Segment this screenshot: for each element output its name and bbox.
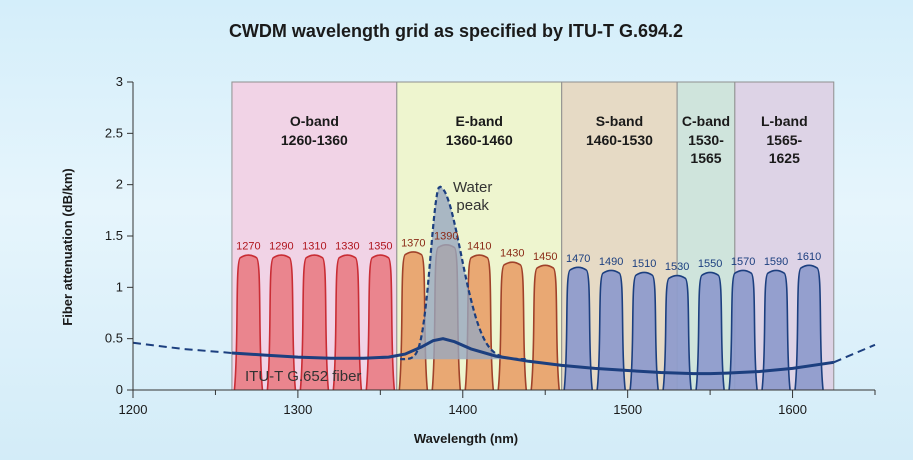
channel-label-1330: 1330	[335, 241, 359, 253]
band-range-4: 1530-	[688, 132, 724, 148]
y-tick-label-1: 0.5	[105, 331, 123, 346]
x-tick-label-1500: 1500	[613, 402, 642, 417]
water-peak-label-line1: Water	[453, 179, 492, 196]
y-axis-label: Fiber attenuation (dB/km)	[60, 168, 75, 325]
y-tick-label-6: 3	[116, 74, 123, 89]
channel-label-1610: 1610	[797, 251, 821, 263]
chart-title: CWDM wavelength grid as specified by ITU…	[229, 21, 683, 41]
band-name-4: C-band	[682, 113, 730, 129]
channel-1550	[695, 271, 725, 391]
channel-1270	[233, 254, 264, 391]
x-tick-label-1600: 1600	[778, 402, 807, 417]
channel-1450	[530, 264, 561, 391]
band-name-5: L-band	[761, 113, 808, 129]
x-tick-label-1200: 1200	[119, 402, 148, 417]
x-tick-label-1400: 1400	[448, 402, 477, 417]
channel-label-1510: 1510	[632, 258, 656, 270]
y-tick-label-4: 2	[116, 177, 123, 192]
band-range-2: 1360-1460	[446, 132, 513, 148]
y-tick-label-5: 2.5	[105, 125, 123, 140]
channel-1350	[365, 254, 396, 391]
channel-label-1410: 1410	[467, 241, 491, 253]
water-peak-label-line2: peak	[456, 197, 489, 214]
fiber-curve-solid	[231, 337, 835, 376]
channel-label-1590: 1590	[764, 256, 788, 268]
channel-label-1270: 1270	[236, 241, 260, 253]
channel-label-1530: 1530	[665, 261, 689, 273]
channel-label-1390: 1390	[434, 230, 458, 242]
channel-1430	[497, 261, 528, 391]
band-name-1: O-band	[290, 113, 339, 129]
channel-1530	[662, 274, 692, 391]
band-range-3: 1460-1530	[586, 132, 653, 148]
channel-label-1550: 1550	[698, 258, 722, 270]
channel-label-1290: 1290	[269, 241, 293, 253]
band-name-3: S-band	[596, 113, 643, 129]
band-range-4-2: 1565	[690, 150, 721, 166]
y-tick-label-3: 1.5	[105, 228, 123, 243]
fiber-curve-layer	[132, 337, 876, 376]
channel-1590	[761, 269, 791, 391]
channel-1330	[332, 254, 363, 391]
band-range-1: 1260-1360	[281, 132, 348, 148]
channel-label-1430: 1430	[500, 248, 524, 260]
fiber-curve-label: ITU-T G.652 fiber	[245, 368, 361, 385]
fiber-curve-left-dashed	[132, 341, 232, 354]
fiber-curve-right-dashed	[833, 343, 876, 364]
channel-1510	[629, 271, 659, 391]
x-tick-label-1300: 1300	[283, 402, 312, 417]
band-range-5-2: 1625	[769, 150, 800, 166]
channel-label-1350: 1350	[368, 241, 392, 253]
channel-label-1570: 1570	[731, 256, 755, 268]
channel-label-1310: 1310	[302, 241, 326, 253]
labels-layer: 1270 1290 1310 1330 1350 1370 1390 1410 1430 1450…	[236, 179, 821, 385]
axes-layer: 0 0.5 1 1.5 2 2.5 3 1200 1300 1400 1500 1600	[105, 74, 876, 417]
x-axis-label: Wavelength (nm)	[414, 431, 518, 446]
channel-label-1490: 1490	[599, 256, 623, 268]
band-range-5: 1565-	[766, 132, 802, 148]
channel-1570	[728, 269, 758, 391]
channel-1470	[563, 266, 594, 391]
water-peak-fill	[400, 186, 529, 360]
channel-label-1370: 1370	[401, 237, 425, 249]
channel-1610	[794, 264, 824, 391]
band-name-2: E-band	[456, 113, 503, 129]
bands-layer: O-band 1260-1360 E-band 1360-1460 S-band 1460…	[231, 81, 835, 391]
channel-label-1470: 1470	[566, 253, 590, 265]
channel-label-1450: 1450	[533, 251, 557, 263]
y-tick-label-2: 1	[116, 279, 123, 294]
channel-1490	[596, 269, 626, 391]
y-tick-label-0: 0	[116, 382, 123, 397]
